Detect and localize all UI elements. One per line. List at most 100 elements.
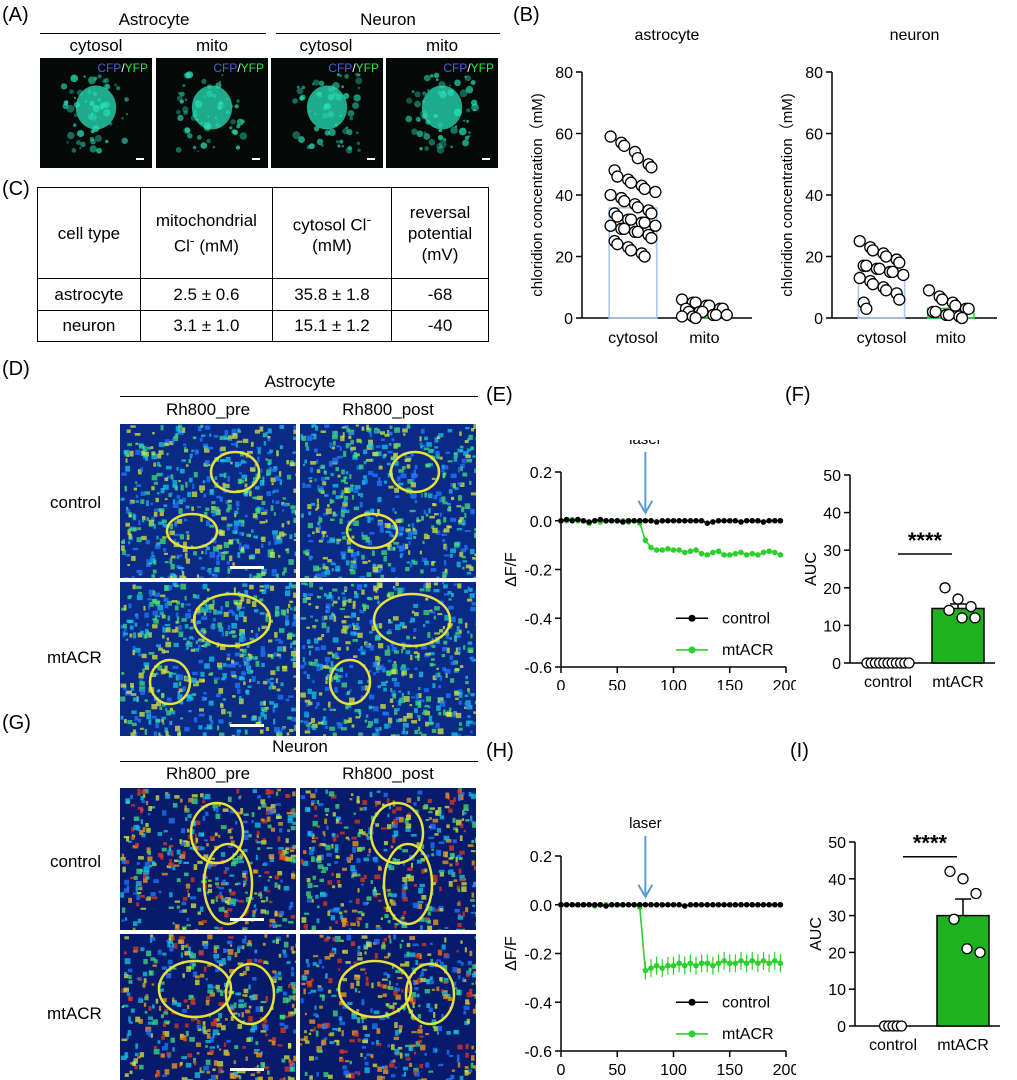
- image-pixel: [173, 642, 179, 648]
- image-pixel: [413, 1067, 419, 1072]
- image-pixel: [438, 841, 445, 844]
- image-pixel: [415, 953, 421, 959]
- image-pixel: [347, 1002, 353, 1005]
- image-pixel: [191, 798, 198, 805]
- image-pixel: [472, 1065, 476, 1069]
- image-pixel: [131, 722, 137, 727]
- image-pixel: [472, 1008, 476, 1014]
- y-tick-label: 20: [805, 250, 823, 267]
- image-pixel: [338, 968, 341, 971]
- image-pixel: [186, 1004, 190, 1010]
- image-pixel: [155, 600, 161, 607]
- image-pixel: [350, 562, 354, 566]
- cell-speck: [234, 104, 239, 109]
- image-pixel: [250, 554, 255, 559]
- image-pixel: [357, 632, 363, 638]
- data-point-control: [614, 901, 621, 908]
- channel-label: CFP/YFP: [97, 61, 148, 75]
- image-pixel: [343, 495, 348, 500]
- image-pixel: [208, 1078, 213, 1080]
- image-pixel: [148, 632, 152, 638]
- image-pixel: [391, 824, 398, 829]
- image-pixel: [410, 617, 415, 623]
- cell-speck: [229, 126, 233, 130]
- image-pixel: [259, 589, 264, 592]
- image-pixel: [439, 871, 444, 877]
- image-pixel: [283, 953, 288, 958]
- image-pixel: [312, 625, 317, 629]
- image-pixel: [179, 674, 184, 681]
- image-pixel: [190, 903, 197, 909]
- image-pixel: [392, 819, 399, 825]
- image-pixel: [437, 697, 444, 704]
- image-pixel: [472, 721, 476, 725]
- image-pixel: [273, 534, 279, 540]
- laser-label: laser: [629, 440, 662, 448]
- image-pixel: [214, 476, 218, 480]
- image-pixel: [398, 469, 404, 473]
- image-pixel: [318, 488, 324, 493]
- image-pixel: [306, 626, 310, 629]
- image-pixel: [215, 877, 219, 881]
- image-pixel: [317, 905, 320, 909]
- image-pixel: [436, 1031, 440, 1035]
- image-pixel: [132, 645, 136, 652]
- image-pixel: [383, 687, 387, 692]
- image-pixel: [249, 678, 252, 683]
- image-pixel: [137, 632, 143, 638]
- image-pixel: [283, 885, 290, 891]
- image-pixel: [166, 710, 171, 716]
- image-pixel: [231, 428, 237, 435]
- y-tick-label: 60: [805, 127, 823, 144]
- image-pixel: [248, 984, 251, 990]
- image-pixel: [320, 430, 327, 433]
- data-point-control: [693, 901, 699, 908]
- image-pixel: [260, 1000, 267, 1004]
- image-pixel: [142, 983, 146, 988]
- image-pixel: [391, 524, 398, 530]
- image-pixel: [140, 947, 145, 952]
- image-pixel: [323, 834, 326, 837]
- x-tick-label: 150: [716, 678, 743, 690]
- image-pixel: [164, 665, 168, 672]
- image-pixel: [153, 508, 159, 512]
- image-pixel: [129, 501, 133, 505]
- data-point: [886, 265, 899, 279]
- image-pixel: [346, 690, 350, 695]
- image-pixel: [304, 1012, 307, 1016]
- image-pixel: [167, 615, 171, 621]
- data-point-control: [676, 901, 682, 908]
- image-pixel: [322, 664, 326, 669]
- image-pixel: [313, 575, 318, 578]
- image-pixel: [160, 594, 166, 598]
- image-pixel: [303, 1035, 308, 1041]
- image-pixel: [315, 573, 321, 577]
- image-pixel: [151, 574, 156, 578]
- image-pixel: [133, 632, 137, 639]
- image-pixel: [210, 1074, 216, 1080]
- image-pixel: [171, 478, 175, 481]
- cell-speck: [357, 86, 361, 90]
- data-point-mtACR: [665, 545, 671, 552]
- image-pixel: [195, 975, 200, 979]
- image-pixel: [457, 1054, 460, 1060]
- image-pixel: [190, 1002, 196, 1005]
- image-pixel: [266, 678, 271, 684]
- image-pixel: [421, 712, 425, 715]
- image-pixel: [240, 631, 245, 638]
- image-pixel: [214, 832, 218, 837]
- image-pixel: [375, 1042, 382, 1046]
- image-pixel: [428, 715, 433, 722]
- image-pixel: [372, 1023, 378, 1030]
- image-pixel: [134, 1065, 138, 1070]
- image-pixel: [196, 1019, 201, 1025]
- data-point-control: [710, 519, 716, 525]
- image-pixel: [368, 848, 371, 854]
- image-pixel: [191, 449, 195, 452]
- image-pixel: [229, 891, 236, 896]
- a-image-neuron-mito-svg: CFP/YFP: [386, 58, 498, 168]
- image-pixel: [217, 662, 223, 668]
- image-pixel: [234, 1045, 239, 1050]
- image-pixel: [173, 533, 180, 537]
- image-pixel: [404, 454, 407, 459]
